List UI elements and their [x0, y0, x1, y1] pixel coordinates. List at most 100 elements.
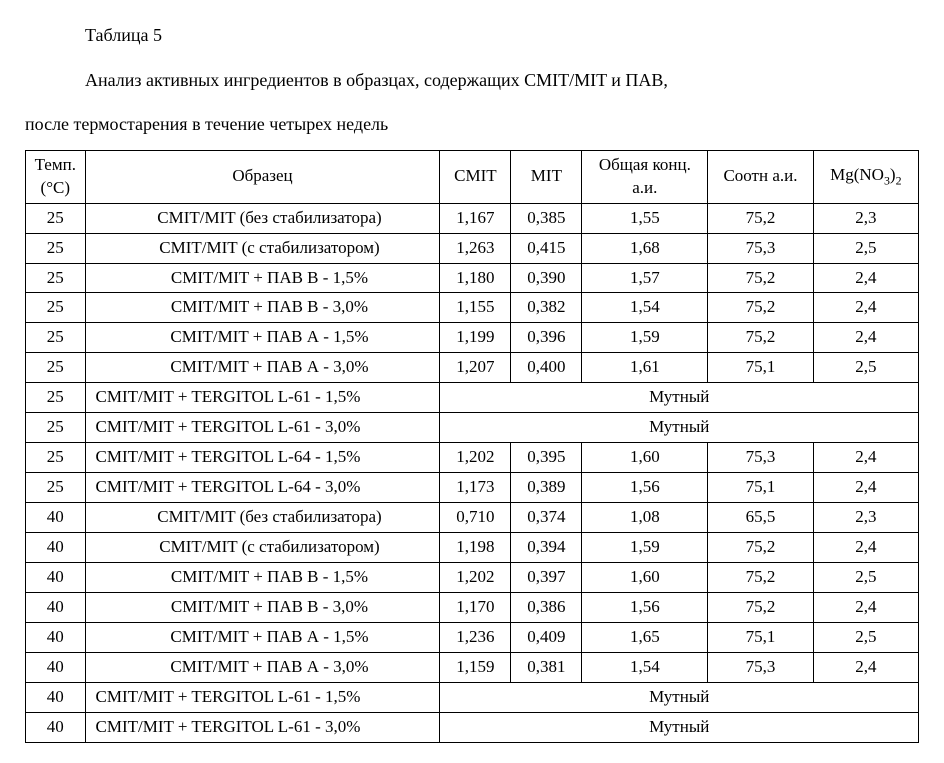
cell-ratio: 75,3: [708, 652, 813, 682]
cell-mit: 0,386: [511, 592, 582, 622]
cell-ratio: 75,2: [708, 592, 813, 622]
cell-ratio: 75,2: [708, 323, 813, 353]
cell-temp: 25: [26, 323, 86, 353]
cell-mg: 2,4: [813, 592, 918, 622]
cell-mit: 0,400: [511, 353, 582, 383]
cell-temp: 25: [26, 293, 86, 323]
cell-ratio: 75,2: [708, 203, 813, 233]
header-total: Общая конц. а.и.: [582, 150, 708, 203]
cell-mg: 2,4: [813, 293, 918, 323]
table-subtitle-line1: Анализ активных ингредиентов в образцах,…: [85, 65, 919, 96]
table-caption: Таблица 5: [85, 20, 919, 51]
cell-sample: CMIT/MIT + ПАВ А - 1,5%: [85, 323, 440, 353]
cell-sample: CMIT/MIT (с стабилизатором): [85, 233, 440, 263]
cell-total: 1,59: [582, 323, 708, 353]
cell-cmit: 1,155: [440, 293, 511, 323]
cell-mg: 2,4: [813, 652, 918, 682]
cell-cmit: 1,202: [440, 443, 511, 473]
table-row: 25CMIT/MIT + TERGITOL L-61 - 1,5%Мутный: [26, 383, 919, 413]
cell-sample: CMIT/MIT + TERGITOL L-64 - 3,0%: [85, 473, 440, 503]
cell-cmit: 0,710: [440, 503, 511, 533]
cell-mg: 2,4: [813, 323, 918, 353]
cell-sample: CMIT/MIT + ПАВ В - 1,5%: [85, 263, 440, 293]
table-row: 40CMIT/MIT + ПАВ В - 3,0%1,1700,3861,567…: [26, 592, 919, 622]
table-row: 40CMIT/MIT + TERGITOL L-61 - 1,5%Мутный: [26, 682, 919, 712]
cell-mit: 0,409: [511, 622, 582, 652]
header-mit: MIT: [511, 150, 582, 203]
cell-mit: 0,397: [511, 562, 582, 592]
cell-total: 1,60: [582, 443, 708, 473]
header-mg-sub2: 2: [896, 174, 902, 188]
cell-cmit: 1,159: [440, 652, 511, 682]
header-temp: Темп. (°C): [26, 150, 86, 203]
cell-temp: 25: [26, 263, 86, 293]
header-sample: Образец: [85, 150, 440, 203]
table-row: 40CMIT/MIT (с стабилизатором)1,1980,3941…: [26, 532, 919, 562]
table-body: 25CMIT/MIT (без стабилизатора)1,1670,385…: [26, 203, 919, 742]
header-cmit: CMIT: [440, 150, 511, 203]
header-total-line2: а.и.: [632, 178, 657, 197]
cell-total: 1,68: [582, 233, 708, 263]
cell-ratio: 65,5: [708, 503, 813, 533]
cell-total: 1,54: [582, 652, 708, 682]
header-mg-prefix: Mg(NO: [830, 165, 884, 184]
cell-temp: 40: [26, 622, 86, 652]
cell-total: 1,60: [582, 562, 708, 592]
cell-cmit: 1,173: [440, 473, 511, 503]
cell-temp: 25: [26, 353, 86, 383]
cell-mg: 2,5: [813, 353, 918, 383]
cell-mg: 2,4: [813, 263, 918, 293]
table-row: 25CMIT/MIT + ПАВ В - 3,0%1,1550,3821,547…: [26, 293, 919, 323]
cell-cmit: 1,167: [440, 203, 511, 233]
cell-total: 1,56: [582, 473, 708, 503]
cell-merged: Мутный: [440, 682, 919, 712]
cell-temp: 25: [26, 413, 86, 443]
cell-temp: 25: [26, 473, 86, 503]
cell-sample: CMIT/MIT + ПАВ А - 3,0%: [85, 353, 440, 383]
cell-sample: CMIT/MIT + ПАВ А - 1,5%: [85, 622, 440, 652]
cell-sample: CMIT/MIT + ПАВ В - 1,5%: [85, 562, 440, 592]
cell-mit: 0,390: [511, 263, 582, 293]
table-row: 25CMIT/MIT + TERGITOL L-64 - 1,5%1,2020,…: [26, 443, 919, 473]
cell-total: 1,56: [582, 592, 708, 622]
cell-sample: CMIT/MIT + TERGITOL L-61 - 3,0%: [85, 413, 440, 443]
cell-sample: CMIT/MIT + ПАВ В - 3,0%: [85, 592, 440, 622]
cell-mg: 2,5: [813, 562, 918, 592]
cell-sample: CMIT/MIT (с стабилизатором): [85, 532, 440, 562]
cell-mg: 2,3: [813, 203, 918, 233]
cell-mit: 0,394: [511, 532, 582, 562]
cell-temp: 40: [26, 532, 86, 562]
cell-mit: 0,374: [511, 503, 582, 533]
cell-mit: 0,396: [511, 323, 582, 353]
cell-cmit: 1,236: [440, 622, 511, 652]
cell-ratio: 75,1: [708, 353, 813, 383]
cell-mg: 2,5: [813, 233, 918, 263]
cell-total: 1,54: [582, 293, 708, 323]
table-subtitle-line2: после термостарения в течение четырех не…: [25, 109, 919, 140]
cell-ratio: 75,2: [708, 532, 813, 562]
cell-temp: 25: [26, 233, 86, 263]
cell-mit: 0,382: [511, 293, 582, 323]
cell-mg: 2,4: [813, 473, 918, 503]
cell-total: 1,65: [582, 622, 708, 652]
cell-merged: Мутный: [440, 712, 919, 742]
cell-temp: 40: [26, 712, 86, 742]
cell-mit: 0,385: [511, 203, 582, 233]
table-row: 25CMIT/MIT + TERGITOL L-61 - 3,0%Мутный: [26, 413, 919, 443]
table-row: 40CMIT/MIT + ПАВ В - 1,5%1,2020,3971,607…: [26, 562, 919, 592]
cell-total: 1,57: [582, 263, 708, 293]
cell-cmit: 1,199: [440, 323, 511, 353]
cell-ratio: 75,1: [708, 473, 813, 503]
table-row: 40CMIT/MIT + ПАВ А - 1,5%1,2360,4091,657…: [26, 622, 919, 652]
cell-cmit: 1,207: [440, 353, 511, 383]
cell-sample: CMIT/MIT + TERGITOL L-61 - 1,5%: [85, 682, 440, 712]
cell-ratio: 75,3: [708, 233, 813, 263]
cell-temp: 40: [26, 503, 86, 533]
cell-mit: 0,381: [511, 652, 582, 682]
cell-total: 1,61: [582, 353, 708, 383]
data-table: Темп. (°C) Образец CMIT MIT Общая конц. …: [25, 150, 919, 743]
table-row: 25CMIT/MIT + ПАВ В - 1,5%1,1800,3901,577…: [26, 263, 919, 293]
table-row: 25CMIT/MIT + ПАВ А - 1,5%1,1990,3961,597…: [26, 323, 919, 353]
table-row: 40CMIT/MIT + ПАВ А - 3,0%1,1590,3811,547…: [26, 652, 919, 682]
cell-temp: 40: [26, 682, 86, 712]
